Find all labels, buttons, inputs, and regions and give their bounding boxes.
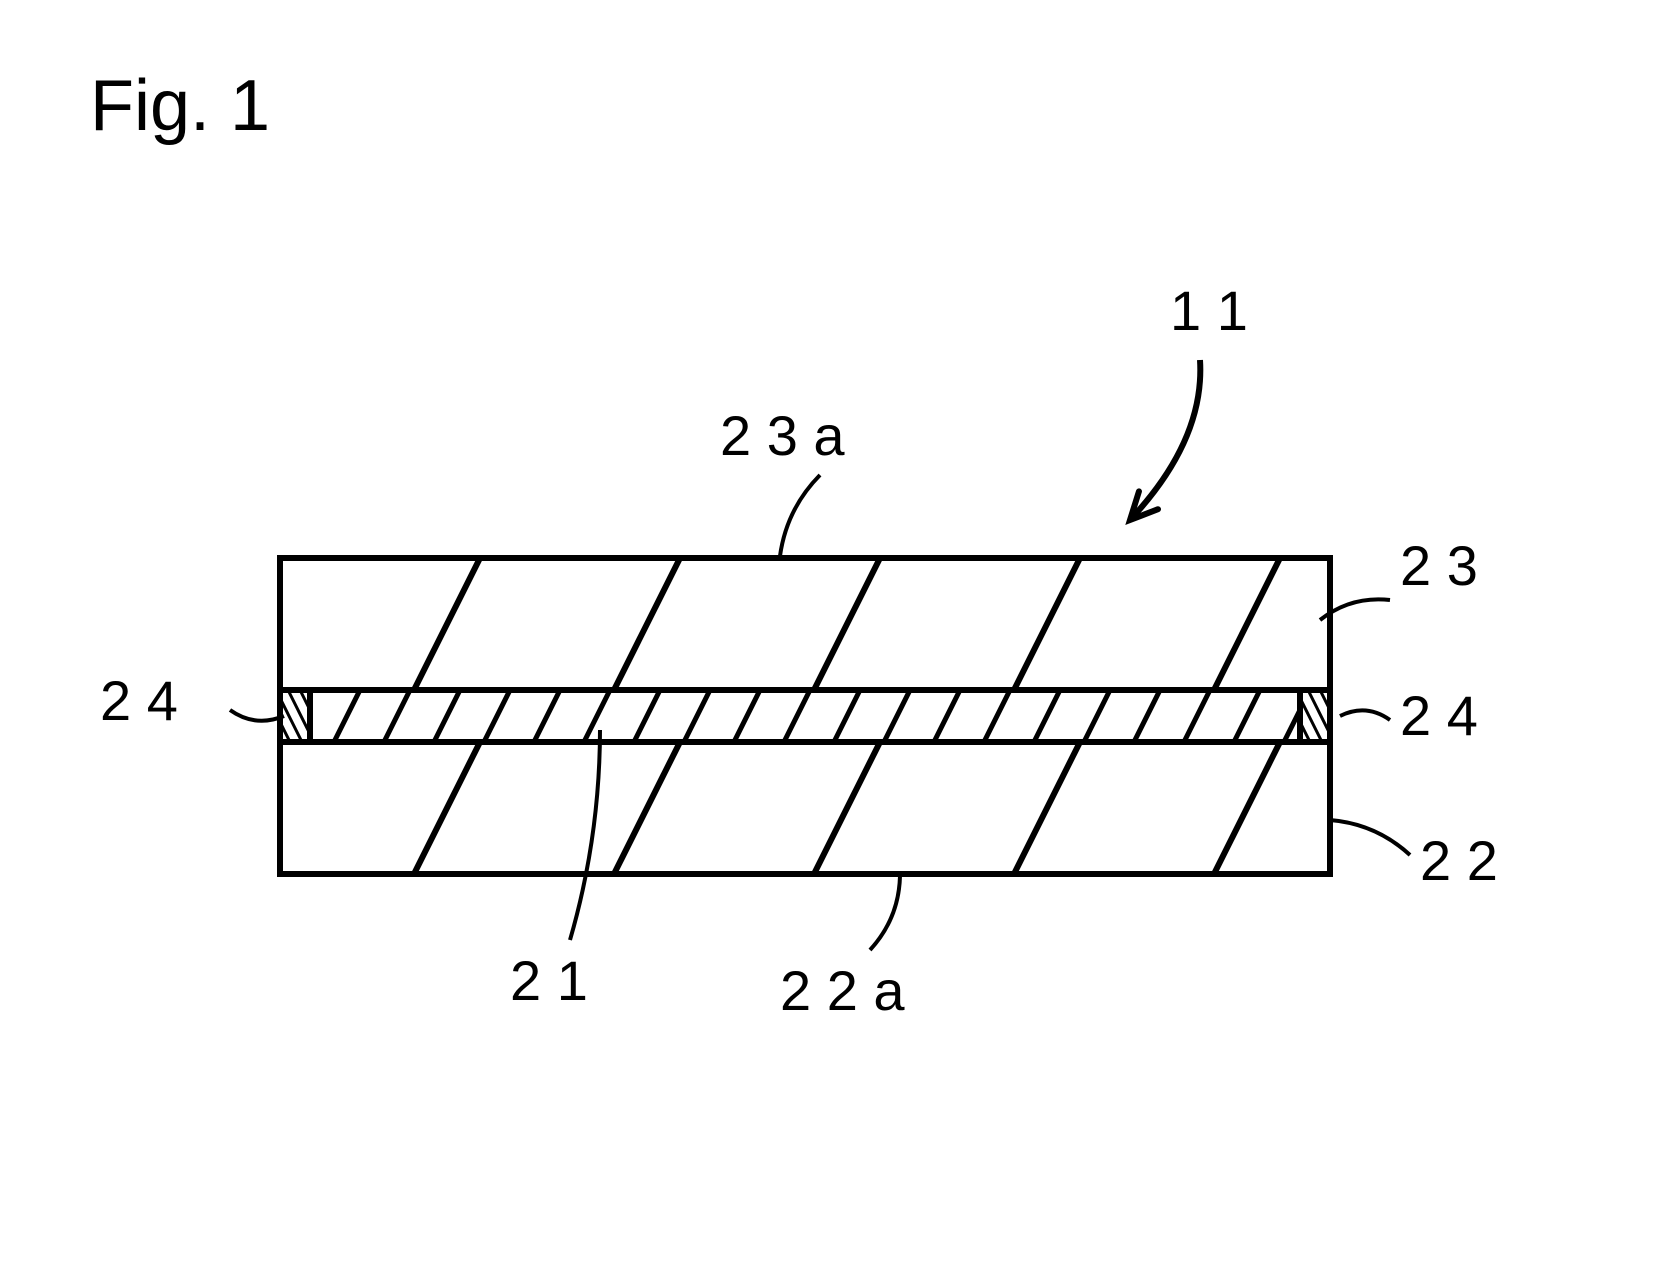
label-11: 1 1 [1170, 279, 1248, 342]
label-23: 2 3 [1400, 534, 1478, 597]
label-24: 2 4 [100, 669, 178, 732]
label-23a: 2 3 a [720, 404, 845, 467]
leader-22 [1330, 820, 1410, 855]
layer-23-top [14, 558, 1480, 690]
layer-22-bottom [14, 742, 1480, 874]
label-24: 2 4 [1400, 684, 1478, 747]
assembly-indicator: 1 1 [1130, 279, 1248, 520]
leader-24 [1340, 710, 1390, 720]
label-22a: 2 2 a [780, 959, 905, 1022]
leader-23a [780, 475, 820, 556]
layered-structure [14, 558, 1480, 874]
leader-24 [230, 710, 284, 721]
leader-22a [870, 876, 900, 950]
label-22: 2 2 [1420, 829, 1498, 892]
layer-21-inner [234, 690, 1360, 742]
figure-title: Fig. 1 [90, 66, 270, 146]
label-21: 2 1 [510, 949, 588, 1012]
